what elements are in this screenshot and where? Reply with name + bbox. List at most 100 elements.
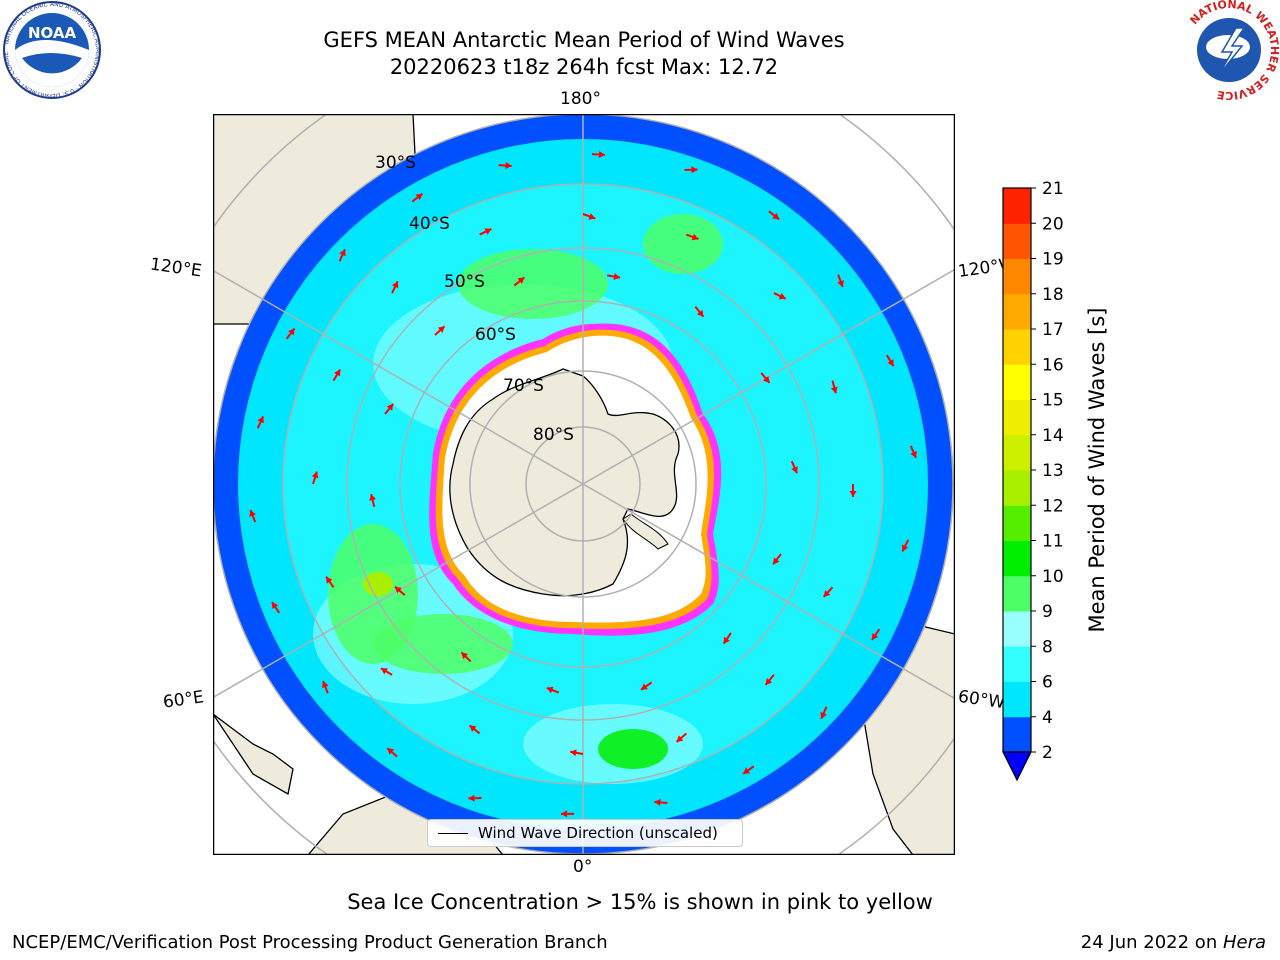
colorbar-band	[1003, 681, 1031, 718]
wave-direction-arrow	[830, 380, 838, 394]
colorbar-tick-label: 9	[1042, 602, 1053, 622]
colorbar-band	[1003, 611, 1031, 647]
wave-direction-arrow	[391, 280, 399, 294]
wave-direction-arrow	[901, 539, 910, 552]
colorbar-tick-label: 21	[1042, 180, 1064, 199]
wave-direction-arrow	[468, 724, 481, 735]
wave-direction-arrow	[386, 747, 398, 758]
colorbar-tick-label: 17	[1042, 320, 1064, 340]
wave-direction-arrow	[684, 166, 698, 174]
colorbar-tick-label: 11	[1042, 532, 1064, 552]
wave-direction-arrow	[411, 192, 424, 203]
map-title: GEFS MEAN Antarctic Mean Period of Wind …	[323, 28, 845, 52]
colorbar-under-triangle	[1002, 751, 1032, 782]
wave-direction-arrow	[790, 460, 798, 474]
wave-direction-arrow	[764, 674, 775, 686]
lon-label-180: 180°	[560, 89, 601, 109]
wave-direction-arrow	[582, 213, 596, 220]
colorbar-tick-label: 20	[1042, 214, 1064, 234]
wave-direction-arrow	[654, 798, 668, 806]
legend-line-swatch	[438, 832, 468, 834]
map-frame	[213, 114, 955, 855]
latitude-labels: 30°S 40°S 50°S 60°S 70°S 80°S	[375, 153, 574, 445]
nws-logo: NATIONAL WEATHER SERVICE	[1181, 0, 1280, 100]
footer-credit: NCEP/EMC/Verification Post Processing Pr…	[12, 932, 608, 953]
wave-direction-arrow	[685, 233, 699, 241]
footer-machine: Hera	[1222, 932, 1266, 953]
lon-label-60e: 60°E	[161, 687, 206, 713]
footer-date: 24 Jun 2022 on Hera	[1081, 932, 1266, 953]
wave-direction-arrow	[256, 415, 265, 429]
wave-direction-arrow	[271, 601, 281, 614]
wave-direction-arrow	[607, 273, 621, 281]
colorbar-band	[1003, 188, 1031, 224]
wave-direction-arrow	[434, 325, 446, 336]
wave-direction-arrow	[909, 445, 917, 459]
lat-label-60s: 60°S	[475, 325, 516, 345]
colorbar-tick-label: 16	[1042, 355, 1064, 375]
polar-map: 30°S 40°S 50°S 60°S 70°S 80°S	[213, 114, 955, 855]
colorbar-tick-label: 4	[1042, 708, 1053, 728]
colorbar-tick-label: 15	[1042, 391, 1064, 411]
wave-direction-arrow	[285, 327, 296, 340]
lon-label-120e: 120°E	[148, 254, 203, 282]
colorbar-band	[1003, 646, 1031, 682]
wave-direction-arrow	[325, 576, 335, 588]
colorbar-band	[1003, 293, 1031, 330]
wave-direction-arrow	[640, 681, 653, 691]
noaa-logo-text: NOAA	[28, 24, 77, 42]
colorbar-band	[1003, 540, 1031, 577]
colorbar-band	[1003, 258, 1031, 295]
colorbar-tick-label: 10	[1042, 567, 1064, 587]
wave-direction-arrow	[460, 651, 472, 663]
wave-direction-arrow	[849, 484, 857, 497]
wave-direction-arrow	[591, 150, 606, 158]
colorbar: 2 4 6 8 9 10 11 12 13 14 15 16 17 18 19 20 21	[1002, 180, 1064, 782]
colorbar-ticks: 2 4 6 8 9 10 11 12 13 14 15 16 17 18 19 20 21	[1031, 180, 1064, 763]
colorbar-band	[1003, 575, 1031, 612]
wave-period-patch	[598, 729, 668, 769]
colorbar-band	[1003, 716, 1031, 753]
colorbar-tick-label: 14	[1042, 426, 1064, 446]
wave-period-max	[363, 572, 393, 596]
land-antarctica	[449, 368, 680, 597]
wave-direction-arrow	[338, 248, 346, 262]
wave-direction-arrow	[768, 210, 780, 221]
lon-label-60w: 60°W	[956, 686, 1007, 714]
lat-label-30s: 30°S	[375, 153, 416, 173]
wave-direction-arrow	[561, 810, 575, 818]
colorbar-tick-label: 6	[1042, 673, 1053, 693]
colorbar-label: Mean Period of Wind Waves [s]	[1085, 307, 1109, 633]
colorbar-tick-label: 12	[1042, 496, 1064, 516]
colorbar-tick-label: 8	[1042, 637, 1053, 657]
colorbar-band	[1003, 364, 1031, 400]
wave-direction-arrow	[311, 471, 319, 485]
colorbar-bands	[1003, 188, 1031, 753]
colorbar-band	[1003, 223, 1031, 259]
wave-direction-arrow	[820, 706, 828, 720]
colorbar-band	[1003, 329, 1031, 365]
wave-direction-arrow	[885, 354, 895, 367]
wave-period-patch	[373, 614, 513, 674]
wave-direction-arrow	[369, 493, 377, 508]
wave-direction-arrow	[871, 628, 881, 641]
colorbar-band	[1003, 434, 1031, 471]
map-subtitle: 20220623 t18z 264h fcst Max: 12.72	[389, 55, 779, 79]
lat-label-50s: 50°S	[444, 272, 485, 292]
wave-direction-arrow	[498, 162, 512, 170]
wave-direction-arrow	[468, 794, 482, 802]
wave-direction-arrow	[380, 667, 393, 676]
wave-direction-arrow	[773, 292, 787, 300]
wave-period-patch	[643, 214, 723, 274]
wave-direction-arrow	[479, 228, 492, 236]
legend-label: Wind Wave Direction (unscaled)	[478, 824, 718, 842]
wind-wave-direction-arrows	[249, 150, 917, 818]
lat-label-40s: 40°S	[409, 214, 450, 234]
colorbar-tick-label: 13	[1042, 461, 1064, 481]
footer-date-text: 24 Jun 2022 on	[1080, 932, 1223, 953]
wave-direction-arrow	[570, 749, 584, 757]
wave-direction-arrow	[384, 403, 394, 415]
lon-label-0: 0°	[573, 857, 593, 877]
wave-direction-arrow	[249, 509, 257, 523]
